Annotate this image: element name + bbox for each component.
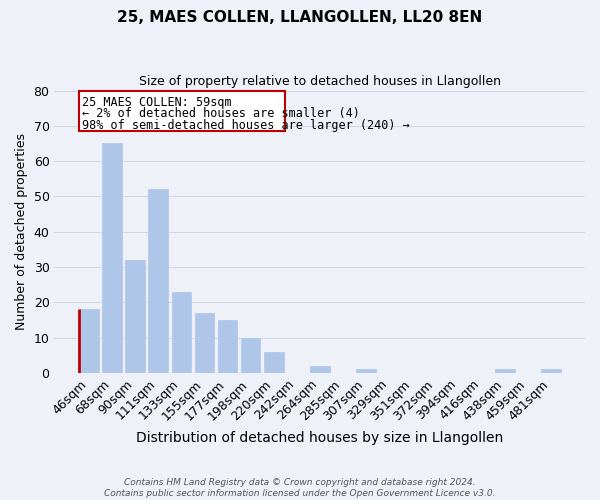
Bar (356, 370, 376, 373)
Bar (541, 370, 561, 373)
Text: 25, MAES COLLEN, LLANGOLLEN, LL20 8EN: 25, MAES COLLEN, LLANGOLLEN, LL20 8EN (118, 10, 482, 25)
Text: ← 2% of detached houses are smaller (4): ← 2% of detached houses are smaller (4) (82, 108, 360, 120)
Bar (79, 310, 99, 373)
Bar (172, 292, 191, 373)
Text: 98% of semi-detached houses are larger (240) →: 98% of semi-detached houses are larger (… (82, 119, 410, 132)
Bar (218, 320, 238, 373)
FancyBboxPatch shape (79, 90, 286, 131)
Bar (495, 370, 515, 373)
Title: Size of property relative to detached houses in Llangollen: Size of property relative to detached ho… (139, 75, 501, 88)
Y-axis label: Number of detached properties: Number of detached properties (15, 133, 28, 330)
Bar (310, 366, 330, 373)
X-axis label: Distribution of detached houses by size in Llangollen: Distribution of detached houses by size … (136, 431, 503, 445)
Text: 25 MAES COLLEN: 59sqm: 25 MAES COLLEN: 59sqm (82, 96, 232, 109)
Bar (194, 313, 214, 373)
Bar (102, 144, 122, 373)
Bar (148, 190, 168, 373)
Bar (125, 260, 145, 373)
Bar (264, 352, 284, 373)
Text: Contains HM Land Registry data © Crown copyright and database right 2024.
Contai: Contains HM Land Registry data © Crown c… (104, 478, 496, 498)
Bar (241, 338, 260, 373)
